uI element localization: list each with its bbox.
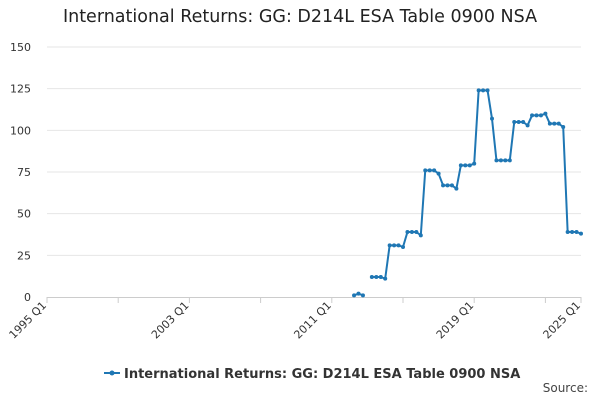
data-point[interactable] xyxy=(507,158,512,163)
data-point[interactable] xyxy=(570,230,575,234)
chart-title: International Returns: GG: D214L ESA Tab… xyxy=(62,7,538,27)
data-point[interactable] xyxy=(360,293,365,298)
data-point[interactable] xyxy=(401,245,405,249)
data-point[interactable] xyxy=(472,161,477,166)
data-point[interactable] xyxy=(538,113,543,118)
data-point[interactable] xyxy=(449,183,454,188)
data-point[interactable] xyxy=(521,120,526,124)
data-point[interactable] xyxy=(414,230,419,234)
data-point[interactable] xyxy=(374,275,379,279)
data-point[interactable] xyxy=(356,291,361,296)
data-point[interactable] xyxy=(369,275,374,279)
data-point[interactable] xyxy=(525,123,530,128)
x-tick-label: 1995 Q1 xyxy=(7,299,50,342)
x-axis-labels: 1995 Q1 2003 Q1 2011 Q1 2019 Q1 2025 Q1 xyxy=(7,299,584,342)
data-point[interactable] xyxy=(405,230,410,234)
data-point[interactable] xyxy=(530,113,535,118)
data-point[interactable] xyxy=(432,168,437,173)
y-tick-label-125: 125 xyxy=(10,83,31,96)
y-tick-label-0: 0 xyxy=(24,291,31,304)
series-line xyxy=(370,89,582,280)
x-tick-label: 2019 Q1 xyxy=(434,299,477,342)
x-axis xyxy=(46,297,582,303)
y-axis-labels: 0 25 50 75 100 125 150 xyxy=(10,41,31,304)
data-point[interactable] xyxy=(552,121,557,126)
data-point[interactable] xyxy=(543,111,548,116)
data-point[interactable] xyxy=(423,168,428,173)
data-point[interactable] xyxy=(454,186,459,191)
data-point[interactable] xyxy=(565,230,570,234)
y-tick-label-150: 150 xyxy=(10,41,31,54)
x-tick-label: 2025 Q1 xyxy=(541,299,584,342)
data-point[interactable] xyxy=(436,171,441,176)
data-point[interactable] xyxy=(534,113,539,118)
data-point[interactable] xyxy=(441,183,446,188)
x-tick-label: 2011 Q1 xyxy=(291,299,334,342)
y-tick-label-25: 25 xyxy=(17,249,31,262)
source-label[interactable]: Source: xyxy=(542,381,588,395)
data-point[interactable] xyxy=(579,231,583,236)
grid-lines xyxy=(47,46,581,256)
data-point[interactable] xyxy=(547,121,552,126)
legend-label[interactable]: International Returns: GG: D214L ESA Tab… xyxy=(124,367,520,382)
data-point[interactable] xyxy=(445,183,450,188)
data-point[interactable] xyxy=(427,168,432,173)
y-tick-label-50: 50 xyxy=(17,208,31,221)
data-point[interactable] xyxy=(481,88,486,93)
data-point[interactable] xyxy=(574,230,579,234)
legend-dot-marker xyxy=(109,370,115,376)
data-point[interactable] xyxy=(458,163,463,168)
data-point[interactable] xyxy=(387,243,392,248)
data-point[interactable] xyxy=(490,116,494,121)
y-tick-label-75: 75 xyxy=(17,166,31,179)
data-point[interactable] xyxy=(409,230,414,234)
data-point[interactable] xyxy=(396,243,401,248)
data-point[interactable] xyxy=(516,120,521,124)
data-point[interactable] xyxy=(561,125,566,129)
data-point[interactable] xyxy=(494,158,499,163)
data-point[interactable] xyxy=(383,276,388,281)
data-point[interactable] xyxy=(463,163,468,168)
data-point[interactable] xyxy=(512,120,517,124)
series-line-group xyxy=(352,88,583,298)
data-point[interactable] xyxy=(556,121,561,126)
data-point[interactable] xyxy=(498,158,503,163)
data-point[interactable] xyxy=(418,233,423,238)
data-point[interactable] xyxy=(352,293,357,298)
legend[interactable]: International Returns: GG: D214L ESA Tab… xyxy=(104,367,520,382)
data-point[interactable] xyxy=(503,158,508,163)
data-point[interactable] xyxy=(467,163,472,168)
data-point[interactable] xyxy=(392,243,397,248)
data-point[interactable] xyxy=(378,275,383,279)
x-tick-label: 2003 Q1 xyxy=(149,299,192,342)
data-point[interactable] xyxy=(476,88,481,93)
y-tick-label-100: 100 xyxy=(10,124,31,137)
data-point[interactable] xyxy=(485,88,490,93)
